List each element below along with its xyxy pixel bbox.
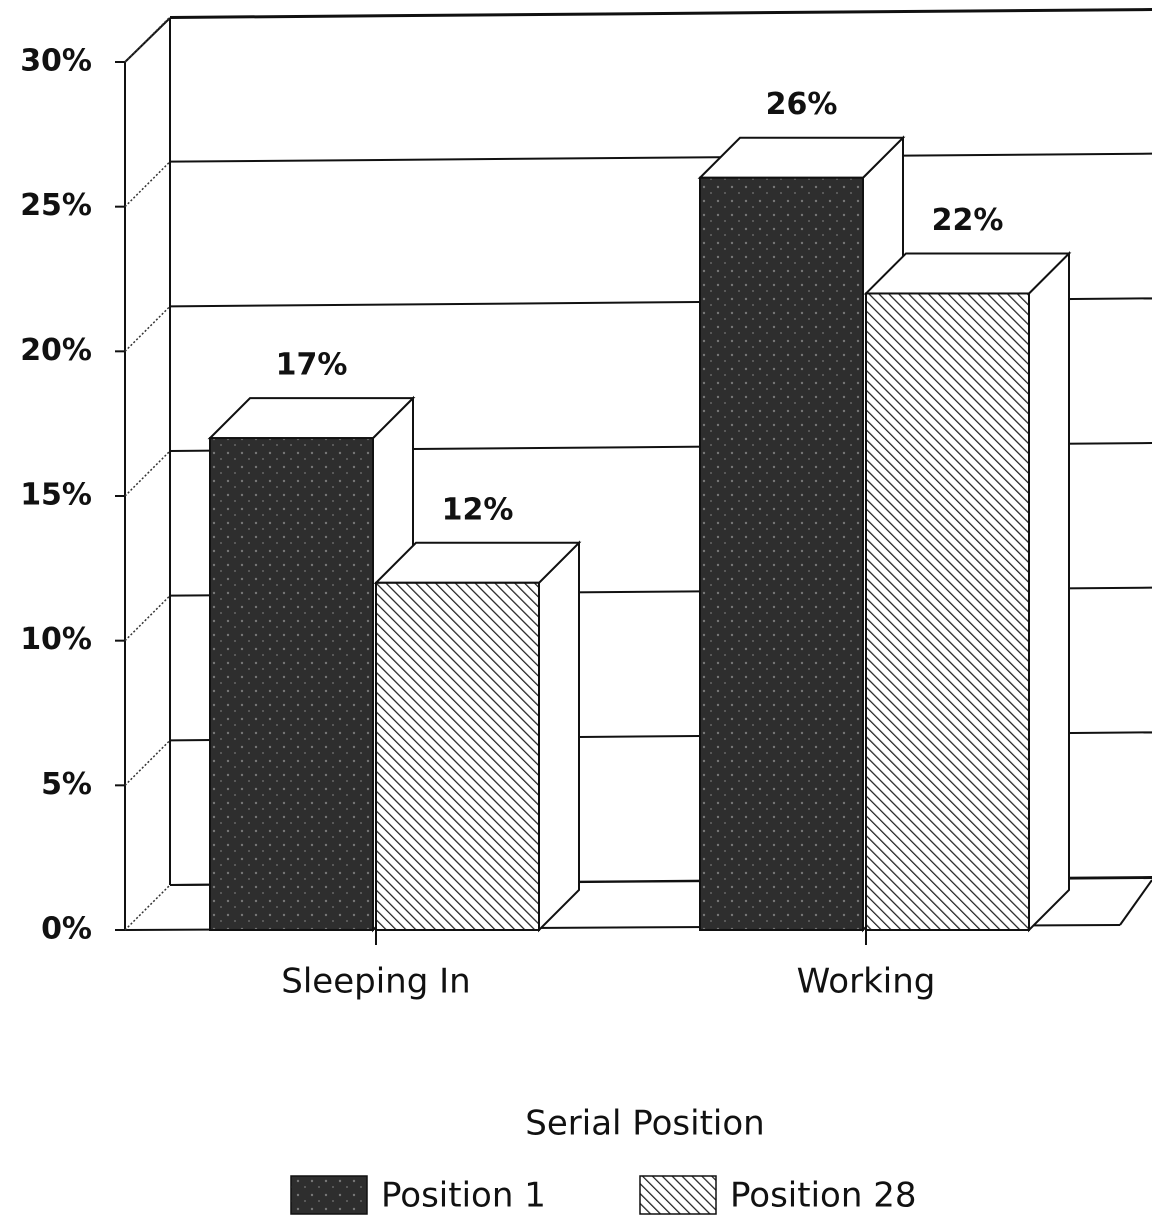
x-tick-label: Working (797, 962, 936, 1002)
value-label: 17% (276, 348, 348, 383)
bar-front (865, 292, 1030, 931)
grid-line-side (124, 305, 171, 352)
grid-line-side (124, 161, 171, 208)
legend-label: Position 28 (730, 1176, 916, 1216)
y-tick-label: 30% (20, 44, 92, 79)
grid-line-side (124, 450, 171, 497)
grid-line (169, 8, 1152, 18)
bar (373, 540, 582, 933)
value-label: 26% (766, 87, 838, 122)
grid-line-side (124, 739, 171, 786)
grid-line-side (124, 16, 171, 63)
y-tick-label: 20% (20, 333, 92, 368)
legend-swatch (290, 1175, 368, 1215)
bar-front (699, 176, 864, 931)
bar-front (375, 581, 540, 931)
x-tick-label: Sleeping In (281, 962, 470, 1002)
bar-side (538, 540, 580, 933)
y-tick-label: 15% (20, 478, 92, 513)
y-tick-label: 0% (41, 912, 92, 947)
legend-title: Serial Position (525, 1104, 764, 1144)
y-tick-label: 5% (41, 767, 92, 802)
bar-side (1028, 251, 1070, 933)
grid-line-side (124, 884, 171, 931)
legend-swatch (639, 1175, 717, 1215)
value-label: 22% (932, 203, 1004, 238)
grid-line (169, 152, 1152, 163)
legend-label: Position 1 (381, 1176, 546, 1216)
bar-front (209, 437, 374, 931)
y-tick-label: 10% (20, 622, 92, 657)
grid-line-side (124, 595, 171, 642)
y-tick-label: 25% (20, 188, 92, 223)
bar (863, 251, 1072, 933)
value-label: 12% (442, 492, 514, 527)
